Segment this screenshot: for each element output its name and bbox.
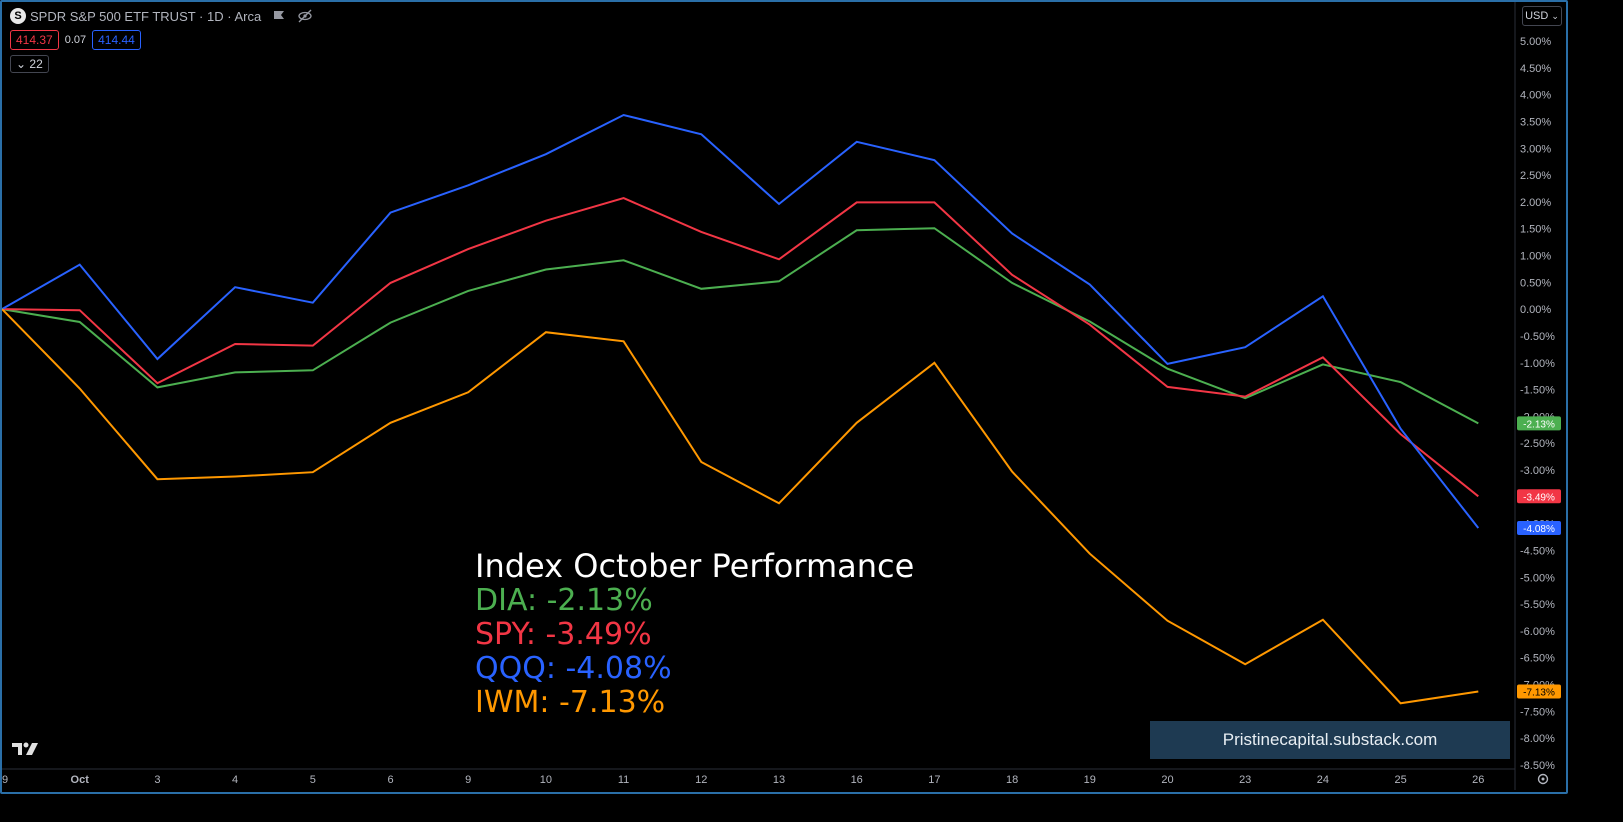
last-value-badge-qqq: -4.08% [1517, 521, 1561, 535]
last-value-badge-dia: -2.13% [1517, 416, 1561, 431]
y-tick-label: -2.50% [1520, 438, 1555, 450]
ask-price[interactable]: 414.44 [92, 30, 141, 50]
y-tick-label: 2.00% [1520, 197, 1551, 209]
x-tick-label: 3 [154, 774, 160, 786]
x-tick-label: 13 [773, 774, 785, 786]
x-tick-label: 10 [540, 774, 552, 786]
series-line-iwm[interactable] [1, 308, 1479, 705]
y-tick-label: -8.50% [1520, 760, 1555, 772]
y-tick-label: 3.50% [1520, 116, 1551, 128]
chart-canvas[interactable]: 5.00% 4.50% 4.00% 3.50% 3.00% 2.50% 2.00% 1.50%… [0, 0, 1568, 794]
overlay-title: Index October Performance [475, 547, 915, 585]
y-tick-label: -6.50% [1520, 653, 1555, 665]
svg-text:-3.49%: -3.49% [1523, 492, 1555, 503]
y-tick-label: -8.00% [1520, 733, 1555, 745]
x-tick-label: 18 [1006, 774, 1018, 786]
x-tick-label: 26 [1472, 774, 1484, 786]
y-tick-label: -1.00% [1520, 358, 1555, 370]
x-tick-label: 5 [310, 774, 316, 786]
x-tick-label: 16 [851, 774, 863, 786]
y-tick-label: 0.50% [1520, 277, 1551, 289]
x-tick-label: 25 [1394, 774, 1406, 786]
x-tick-label: 24 [1317, 774, 1329, 786]
y-axis[interactable]: 5.00% 4.50% 4.00% 3.50% 3.00% 2.50% 2.00% 1.50%… [1520, 36, 1555, 772]
x-tick-label: 19 [1084, 774, 1096, 786]
series-layer [1, 113, 1480, 705]
y-tick-label: 5.00% [1520, 36, 1551, 48]
y-tick-label: 0.00% [1520, 304, 1551, 316]
currency-selector[interactable]: USD ⌄ [1522, 6, 1562, 26]
overlay-line-qqq: QQQ: -4.08% [475, 651, 672, 686]
y-tick-label: 2.50% [1520, 170, 1551, 182]
symbol-title[interactable]: SPDR S&P 500 ETF TRUST · 1D · Arca [30, 8, 262, 24]
spread-value: 0.07 [64, 34, 87, 46]
svg-text:-2.13%: -2.13% [1523, 419, 1555, 430]
x-tick-label: Oct [71, 774, 90, 786]
x-tick-label: 4 [232, 774, 238, 786]
series-line-dia[interactable] [1, 227, 1479, 425]
watermark-banner: Pristinecapital.substack.com [1150, 721, 1510, 759]
y-tick-label: -4.50% [1520, 546, 1555, 558]
y-tick-label: 4.50% [1520, 63, 1551, 75]
y-tick-label: -1.50% [1520, 385, 1555, 397]
gear-icon[interactable] [1536, 772, 1550, 786]
bid-price[interactable]: 414.37 [10, 30, 59, 50]
tradingview-logo-icon[interactable] [12, 741, 40, 757]
last-value-badge-spy: -3.49% [1517, 489, 1561, 504]
y-tick-label: -5.00% [1520, 572, 1555, 584]
indicator-count: 22 [29, 57, 43, 71]
overlay-line-spy: SPY: -3.49% [475, 617, 652, 652]
last-value-badges: -2.13% -3.49% -4.08% -7.13% [1517, 416, 1561, 699]
eye-hidden-icon[interactable] [297, 9, 313, 23]
flag-icon[interactable] [271, 9, 287, 23]
x-axis[interactable]: 9 Oct 3 4 5 6 9 10 11 12 13 16 17 18 19 20 23 24 25 26 [2, 774, 1484, 786]
svg-text:-4.08%: -4.08% [1523, 524, 1555, 535]
y-tick-label: 1.50% [1520, 224, 1551, 236]
y-tick-label: -7.50% [1520, 706, 1555, 718]
y-tick-label: -3.00% [1520, 465, 1555, 477]
x-tick-label: 11 [618, 774, 629, 786]
y-tick-label: -5.50% [1520, 599, 1555, 611]
y-tick-label: 1.00% [1520, 251, 1551, 263]
indicators-collapse-button[interactable]: ⌄ 22 [10, 55, 49, 73]
x-tick-label: 9 [2, 774, 8, 786]
series-line-qqq[interactable] [1, 113, 1480, 529]
x-tick-label: 17 [928, 774, 940, 786]
chevron-down-icon: ⌄ [16, 57, 27, 71]
svg-text:-7.13%: -7.13% [1523, 688, 1555, 699]
last-value-badge-iwm: -7.13% [1517, 684, 1561, 699]
chevron-down-icon: ⌄ [1551, 10, 1559, 21]
x-tick-label: 12 [695, 774, 707, 786]
symbol-logo: S [10, 8, 26, 24]
y-tick-label: 4.00% [1520, 90, 1551, 102]
x-tick-label: 23 [1239, 774, 1251, 786]
x-tick-label: 20 [1161, 774, 1173, 786]
performance-overlay: Index October Performance DIA: -2.13% SP… [475, 548, 914, 720]
currency-label: USD [1525, 10, 1549, 22]
y-tick-label: 3.00% [1520, 143, 1551, 155]
series-line-spy[interactable] [1, 197, 1479, 498]
symbol-header[interactable]: S SPDR S&P 500 ETF TRUST · 1D · Arca [10, 7, 313, 25]
y-tick-label: -6.00% [1520, 626, 1555, 638]
overlay-line-iwm: IWM: -7.13% [475, 685, 666, 720]
window-frame [0, 0, 1568, 794]
x-tick-label: 9 [465, 774, 471, 786]
y-tick-label: -0.50% [1520, 331, 1555, 343]
overlay-line-dia: DIA: -2.13% [475, 583, 653, 618]
price-quote-row: 414.37 0.07 414.44 [10, 30, 141, 50]
x-tick-label: 6 [387, 774, 393, 786]
